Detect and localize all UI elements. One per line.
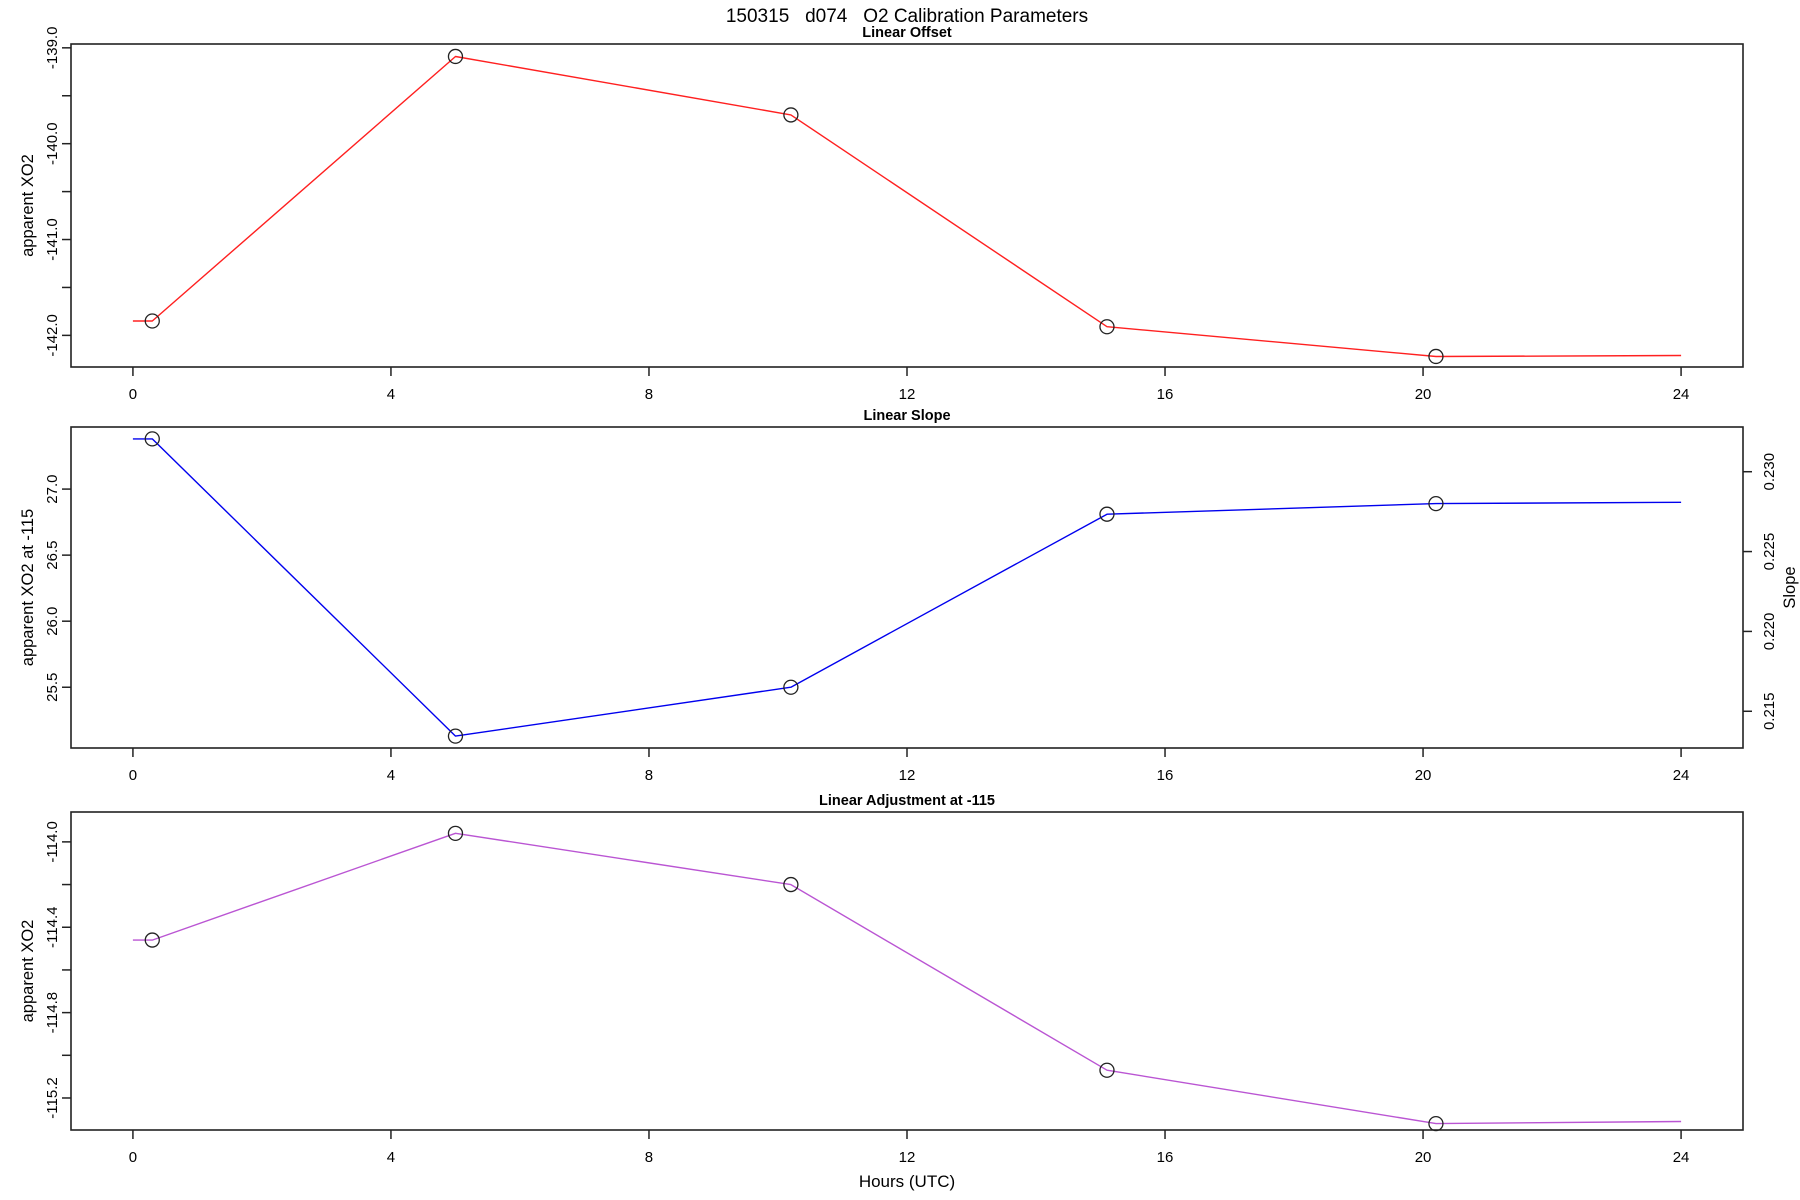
panel-title: Linear Slope [863, 408, 950, 424]
y-tick-label: 26.5 [44, 541, 61, 570]
y-tick-label: -114.8 [44, 992, 61, 1033]
x-axis-title: Hours (UTC) [858, 1172, 956, 1191]
y-tick-label: 27.0 [44, 474, 61, 503]
data-point [1099, 506, 1115, 522]
data-point [447, 48, 464, 65]
data-point [1099, 319, 1115, 335]
data-point [144, 431, 160, 447]
x-tick-label: 16 [1157, 386, 1174, 403]
data-point [447, 825, 464, 841]
data-point [447, 728, 464, 744]
y-tick-label: -142.0 [44, 314, 61, 357]
x-tick-label: 8 [645, 1149, 653, 1166]
x-tick-label: 0 [129, 386, 137, 403]
chart-linear-slope: Linear Slope 0 4 8 12 16 20 24 25.5 26.0 26.5 27.0 a… [19, 408, 1799, 784]
y-tick-label: -115.2 [44, 1077, 61, 1118]
data-point [1428, 495, 1444, 512]
y-axis-title: apparent XO2 [19, 920, 37, 1023]
x-tick-label: 12 [899, 767, 916, 784]
x-tick-label: 16 [1157, 1149, 1174, 1166]
x-tick-label: 4 [387, 767, 395, 784]
plot-frame [70, 811, 1744, 1131]
main-title: 150315 d074 O2 Calibration Parameters [725, 6, 1089, 27]
x-tick-label: 8 [645, 767, 653, 784]
y-right-tick-label: 0.225 [1761, 533, 1778, 571]
data-point [783, 107, 799, 123]
y-axis-title: apparent XO2 at -115 [19, 509, 37, 666]
x-tick-label: 12 [899, 1149, 916, 1166]
data-point [783, 679, 799, 695]
data-point [783, 876, 799, 893]
data-point [144, 313, 160, 329]
x-tick-label: 4 [387, 1149, 395, 1166]
x-tick-label: 12 [899, 386, 916, 403]
chart-linear-adjustment-at-115: Linear Adjustment at -115 0 4 8 12 16 20 24 -115… [19, 793, 1744, 1166]
x-tick-label: 20 [1415, 386, 1432, 403]
x-tick-label: 4 [387, 386, 395, 403]
y-right-tick-label: 0.230 [1761, 453, 1778, 491]
panel-title: Linear Offset [862, 25, 952, 41]
data-line [132, 55, 1682, 358]
data-point [1428, 348, 1444, 365]
y-tick-label: 26.0 [44, 607, 61, 636]
y-right-axis-title: Slope [1781, 566, 1799, 608]
x-tick-label: 0 [129, 767, 137, 784]
y-tick-label: -114.0 [44, 821, 61, 862]
data-point [1099, 1062, 1115, 1078]
x-tick-label: 24 [1673, 767, 1690, 784]
y-axis-title: apparent XO2 [19, 154, 37, 257]
y-tick-label: -140.0 [44, 122, 61, 165]
data-line [132, 832, 1682, 1125]
y-tick-label: -141.0 [44, 218, 61, 261]
data-point [1428, 1115, 1444, 1132]
x-tick-label: 20 [1415, 767, 1432, 784]
data-line [132, 438, 1682, 737]
x-tick-label: 8 [645, 386, 653, 403]
x-tick-label: 20 [1415, 1149, 1432, 1166]
chart-linear-offset: Linear Offset 0 4 8 12 16 20 24 -142.0 -141.0 -140… [19, 25, 1744, 403]
x-tick-label: 24 [1673, 1149, 1690, 1166]
plot-frame [70, 426, 1744, 749]
x-tick-label: 24 [1673, 386, 1690, 403]
y-right-tick-label: 0.215 [1761, 692, 1778, 730]
y-tick-label: -139.0 [44, 27, 61, 70]
plot-frame [70, 43, 1744, 368]
y-tick-label: 25.5 [44, 673, 61, 702]
panel-title: Linear Adjustment at -115 [819, 793, 995, 809]
y-right-tick-label: 0.220 [1761, 613, 1778, 651]
x-tick-label: 0 [129, 1149, 137, 1166]
x-tick-label: 16 [1157, 767, 1174, 784]
data-point [144, 932, 160, 948]
y-tick-label: -114.4 [44, 907, 61, 948]
